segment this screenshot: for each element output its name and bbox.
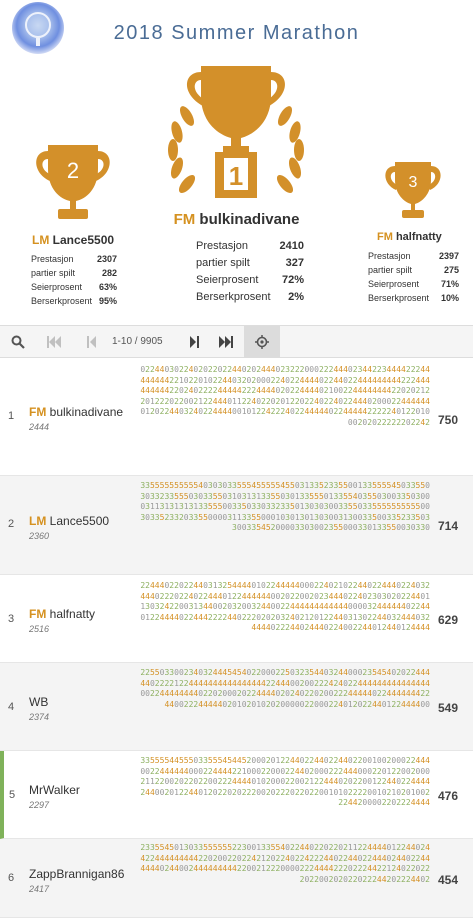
next-page-icon[interactable] [180, 326, 208, 358]
score-sheet: 2335545013033555555223001335540224402202… [140, 843, 430, 884]
score-sheet: 0224403022402022022440202444023222000222… [140, 365, 430, 427]
player-title: FM [29, 607, 47, 621]
pagination-bar: 1-10 / 9905 [0, 326, 473, 358]
player-rating: 2360 [29, 531, 50, 541]
rank: 1 [8, 410, 15, 422]
player-name-text: Lance5500 [49, 514, 110, 528]
total-score: 476 [438, 789, 459, 803]
svg-text:2: 2 [67, 158, 79, 183]
player-name[interactable]: LM Lance5500 [29, 514, 109, 528]
player-name-text: halfnatty [49, 607, 96, 621]
total-score: 549 [438, 701, 459, 715]
player-name: Lance5500 [52, 233, 115, 247]
stat-label: partier spilt [196, 257, 250, 269]
player-title: FM [377, 231, 393, 243]
stat-value: 275 [443, 265, 459, 275]
player-name-text: bulkinadivane [49, 405, 124, 419]
total-score: 454 [438, 873, 459, 887]
podium-panel: 2018 Summer Marathon 1 [0, 0, 473, 326]
player-rating: 2444 [29, 422, 50, 432]
player-rating: 2516 [29, 624, 50, 634]
stat-label: Seierprosent [368, 279, 420, 289]
player-name-text: ZappBrannigan86 [29, 867, 125, 881]
stat-value: 327 [285, 257, 304, 269]
first-place-player[interactable]: FM bulkinadivane [0, 211, 473, 228]
stat-value: 282 [101, 268, 117, 278]
second-place-player[interactable]: LM Lance5500 [32, 233, 114, 247]
stat-value: 63% [98, 282, 117, 292]
player-title: FM [29, 405, 47, 419]
rank: 3 [8, 613, 15, 625]
target-me-icon[interactable] [244, 326, 280, 358]
total-score: 750 [438, 413, 459, 427]
rank: 6 [8, 872, 15, 884]
first-place-stats: Prestasjon 2410 partier spilt 327 Seierpro… [196, 238, 304, 306]
search-icon[interactable] [4, 326, 32, 358]
stat-label: Seierprosent [196, 274, 259, 286]
third-place-player[interactable]: FM halfnatty [377, 231, 442, 243]
table-row[interactable]: 6 ZappBrannigan86 2417 23355450130335555… [0, 839, 473, 918]
previous-page-icon[interactable] [78, 326, 106, 358]
table-row[interactable]: 3 FM halfnatty 2516 22444022022440313254… [0, 575, 473, 663]
stat-label: Prestasjon [196, 240, 248, 252]
last-page-icon[interactable] [212, 326, 240, 358]
stat-value: 95% [98, 296, 117, 306]
player-name-text: MrWalker [29, 783, 80, 797]
score-sheet: 3355555555554030303355545555545503133523… [140, 481, 430, 533]
stat-label: Berserkprosent [368, 293, 430, 303]
stat-value: 2397 [438, 251, 459, 261]
second-place-trophy-icon: 2 [30, 143, 116, 223]
stat-label: Seierprosent [31, 282, 83, 292]
player-name[interactable]: FM halfnatty [29, 607, 95, 621]
globe-icon[interactable] [12, 2, 64, 54]
first-place-trophy-icon: 1 [161, 58, 311, 206]
player-name[interactable]: MrWalker [29, 783, 80, 797]
stat-label: Prestasjon [31, 254, 74, 264]
player-title: FM [173, 211, 196, 228]
player-rating: 2417 [29, 884, 50, 894]
player-title: LM [32, 233, 50, 247]
svg-text:3: 3 [409, 174, 418, 191]
stat-value: 10% [440, 293, 459, 303]
player-name: halfnatty [395, 231, 442, 243]
rank: 5 [9, 789, 16, 801]
stat-label: Berserkprosent [31, 296, 93, 306]
player-name[interactable]: WB [29, 695, 48, 709]
second-place-stats: Prestasjon 2307 partier spilt 282 Seierpro… [31, 252, 117, 308]
player-rating: 2297 [29, 800, 50, 810]
player-name-text: WB [29, 695, 49, 709]
player-title: LM [29, 514, 47, 528]
score-sheet: 2255033002340324445454022000225032354403… [140, 668, 430, 709]
table-row[interactable]: 2 LM Lance5500 2360 33555555555540303033… [0, 476, 473, 575]
page-info: 1-10 / 9905 [112, 336, 163, 347]
table-row[interactable]: 4 WB 2374 225503300234032444545402200022… [0, 663, 473, 751]
player-name[interactable]: ZappBrannigan86 [29, 867, 124, 881]
stat-value: 2307 [96, 254, 117, 264]
score-sheet: 3355554455503355545445200020122440224402… [140, 756, 430, 808]
stat-value: 2% [288, 291, 304, 303]
stat-label: partier spilt [31, 268, 76, 278]
score-sheet: 2244402202244031325444401022444440002240… [140, 581, 430, 633]
stat-label: partier spilt [368, 265, 413, 275]
total-score: 714 [438, 519, 459, 533]
stat-label: Berserkprosent [196, 291, 271, 303]
rank: 4 [8, 701, 15, 713]
table-row[interactable]: 5 MrWalker 2297 335555445550335554544520… [0, 751, 473, 839]
third-place-trophy-icon: 3 [381, 160, 445, 222]
table-row[interactable]: 1 FM bulkinadivane 2444 0224403022402022… [0, 358, 473, 476]
stat-value: 71% [440, 279, 459, 289]
player-rating: 2374 [29, 712, 50, 722]
player-name: bulkinadivane [199, 211, 300, 228]
third-place-stats: Prestasjon 2397 partier spilt 275 Seierpro… [368, 249, 459, 305]
stat-label: Prestasjon [368, 251, 411, 261]
first-page-icon[interactable] [40, 326, 68, 358]
stat-value: 2410 [279, 240, 304, 252]
rank: 2 [8, 518, 15, 530]
stat-value: 72% [281, 274, 304, 286]
page-title: 2018 Summer Marathon [113, 22, 360, 44]
player-name[interactable]: FM bulkinadivane [29, 405, 123, 419]
total-score: 629 [438, 613, 459, 627]
svg-text:1: 1 [229, 161, 243, 191]
